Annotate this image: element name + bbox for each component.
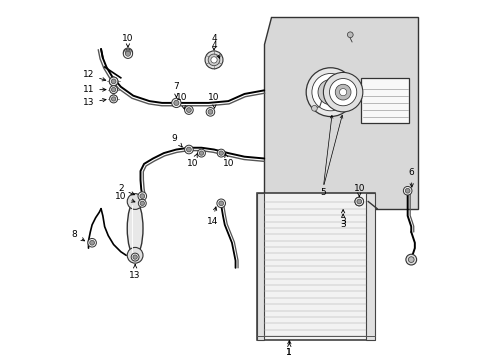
Circle shape — [173, 100, 179, 105]
Text: 9: 9 — [171, 134, 182, 147]
Circle shape — [317, 80, 343, 105]
Text: 14: 14 — [206, 207, 218, 226]
Text: 1: 1 — [286, 341, 292, 357]
Circle shape — [184, 145, 193, 154]
Circle shape — [208, 54, 220, 66]
Text: 2: 2 — [118, 184, 134, 195]
Ellipse shape — [127, 202, 142, 255]
Circle shape — [109, 77, 118, 86]
Circle shape — [354, 197, 363, 206]
Circle shape — [403, 186, 411, 195]
Text: 4: 4 — [211, 41, 220, 58]
Bar — [360, 78, 408, 123]
Text: 10: 10 — [115, 192, 135, 202]
Text: 13: 13 — [129, 265, 141, 279]
Circle shape — [140, 201, 144, 206]
Text: 10: 10 — [186, 154, 198, 168]
Text: 10: 10 — [222, 154, 234, 168]
Circle shape — [127, 194, 142, 210]
Circle shape — [217, 199, 225, 208]
Circle shape — [206, 108, 214, 116]
Circle shape — [210, 57, 217, 63]
Circle shape — [327, 89, 333, 95]
Circle shape — [204, 51, 223, 69]
Circle shape — [110, 86, 117, 93]
Text: 10: 10 — [122, 34, 133, 47]
Circle shape — [111, 97, 116, 101]
Circle shape — [218, 201, 223, 206]
Circle shape — [407, 257, 413, 262]
Circle shape — [88, 238, 96, 247]
Circle shape — [133, 255, 137, 259]
Circle shape — [323, 72, 362, 112]
Circle shape — [354, 197, 363, 206]
Circle shape — [125, 51, 130, 56]
Circle shape — [125, 50, 130, 55]
Circle shape — [335, 84, 350, 100]
Circle shape — [138, 192, 146, 201]
Circle shape — [305, 68, 354, 117]
Text: 12: 12 — [82, 71, 105, 81]
Circle shape — [207, 109, 212, 114]
Circle shape — [311, 105, 317, 111]
Text: 10: 10 — [353, 184, 364, 197]
Text: 13: 13 — [82, 98, 106, 107]
Circle shape — [109, 77, 118, 86]
Circle shape — [123, 48, 132, 57]
Circle shape — [346, 32, 352, 38]
Bar — [366, 193, 375, 339]
Circle shape — [127, 247, 142, 263]
Text: 7: 7 — [173, 82, 179, 97]
Circle shape — [171, 98, 181, 108]
Circle shape — [123, 49, 132, 58]
Circle shape — [186, 108, 191, 112]
Circle shape — [311, 73, 348, 111]
Polygon shape — [264, 17, 418, 209]
Circle shape — [339, 89, 346, 96]
Text: 10: 10 — [208, 93, 219, 108]
Circle shape — [131, 253, 139, 261]
Text: 5: 5 — [320, 188, 325, 197]
Text: 10: 10 — [176, 93, 187, 109]
Circle shape — [186, 147, 191, 152]
Circle shape — [140, 194, 144, 198]
Circle shape — [324, 86, 336, 99]
Text: 3: 3 — [340, 210, 346, 226]
Circle shape — [217, 149, 224, 157]
Text: 4: 4 — [211, 34, 216, 50]
Text: 6: 6 — [407, 168, 413, 187]
Circle shape — [197, 149, 205, 157]
Circle shape — [329, 78, 356, 106]
Circle shape — [109, 95, 117, 103]
Circle shape — [199, 151, 203, 155]
Bar — [257, 193, 375, 339]
Bar — [257, 193, 263, 339]
Text: 8: 8 — [71, 230, 84, 241]
Text: 1: 1 — [286, 343, 292, 357]
Circle shape — [111, 87, 116, 92]
Circle shape — [356, 199, 361, 204]
Circle shape — [405, 188, 409, 193]
Text: 3: 3 — [340, 214, 346, 229]
Text: 11: 11 — [82, 85, 106, 94]
Circle shape — [111, 79, 116, 84]
Circle shape — [138, 199, 146, 207]
Circle shape — [219, 151, 223, 155]
Circle shape — [89, 240, 94, 245]
Circle shape — [405, 254, 416, 265]
Circle shape — [110, 95, 117, 102]
Circle shape — [184, 106, 193, 114]
Circle shape — [109, 86, 117, 94]
